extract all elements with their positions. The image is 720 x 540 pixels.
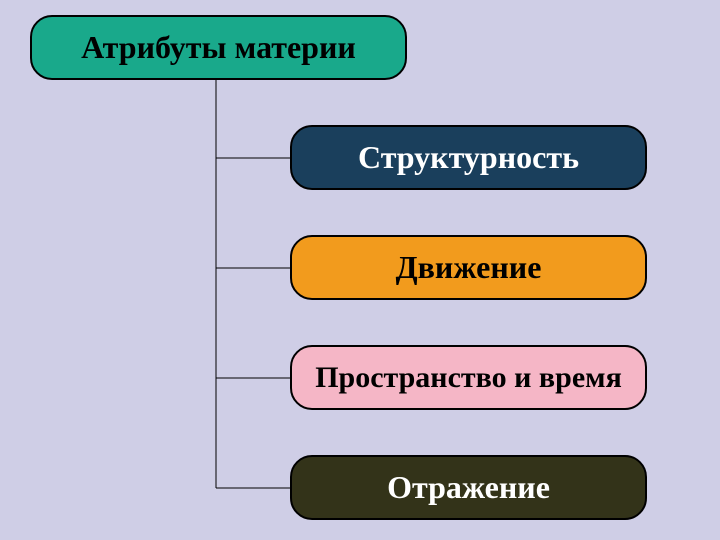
child-node: Движение — [290, 235, 647, 300]
child-node: Структурность — [290, 125, 647, 190]
child-node: Отражение — [290, 455, 647, 520]
child-node: Пространство и время — [290, 345, 647, 410]
child-node-label: Движение — [396, 249, 542, 286]
root-node: Атрибуты материи — [30, 15, 407, 80]
child-node-label: Пространство и время — [315, 361, 622, 395]
root-node-label: Атрибуты материи — [81, 29, 356, 66]
child-node-label: Отражение — [387, 469, 550, 506]
child-node-label: Структурность — [358, 139, 579, 176]
